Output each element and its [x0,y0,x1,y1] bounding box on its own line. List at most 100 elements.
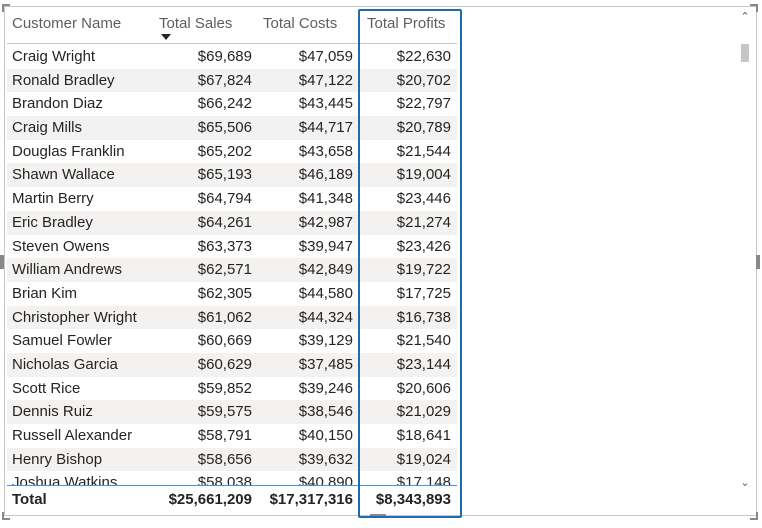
total-costs-cell: $39,129 [298,332,353,350]
table-row[interactable]: Russell Alexander $58,791 $40,150 $18,641 [7,424,457,448]
column-header-customer-name[interactable]: Customer Name [12,15,122,32]
total-sales-cell: $60,669 [197,332,252,350]
resize-handle-right[interactable] [756,255,760,269]
table-row[interactable]: William Andrews $62,571 $42,849 $19,722 [7,258,457,282]
scrollbar-thumb[interactable] [741,44,749,62]
total-sales-cell: $69,689 [197,48,252,65]
total-costs-cell: $42,849 [298,261,353,279]
customer-name-cell: Martin Berry [12,190,94,208]
total-profits-cell: $20,606 [396,379,451,397]
table-row[interactable]: Eric Bradley $64,261 $42,987 $21,274 [7,210,457,235]
total-costs-cell: $47,059 [298,48,353,65]
total-costs-cell: $44,324 [298,308,353,326]
column-header-total-costs[interactable]: Total Costs [263,15,338,32]
total-costs-cell: $39,632 [298,450,353,468]
table-row[interactable]: Martin Berry $64,794 $41,348 $23,446 [7,187,457,211]
total-sales-value: $25,661,209 [168,491,252,508]
table-row[interactable]: Ronald Bradley $67,824 $47,122 $20,702 [7,68,457,93]
table-row[interactable]: Scott Rice $59,852 $39,246 $20,606 [7,377,457,401]
total-profits-cell: $19,024 [396,450,451,468]
total-sales-cell: $65,202 [197,142,252,160]
resize-handle-left[interactable] [0,255,4,269]
table-row[interactable]: Samuel Fowler $60,669 $39,129 $21,540 [7,329,457,353]
total-sales-cell: $58,791 [197,427,252,444]
customer-name-cell: William Andrews [12,261,123,279]
total-profits-cell: $17,725 [396,284,451,302]
total-profits-cell: $22,797 [396,95,451,113]
total-profits-cell: $22,630 [396,48,451,65]
customer-name-cell: Brian Kim [12,284,78,302]
total-sales-cell: $58,038 [197,474,252,485]
total-sales-cell: $64,794 [197,190,252,208]
chevron-up-icon[interactable]: ⌃ [740,11,750,23]
table-row[interactable]: Nicholas Garcia $60,629 $37,485 $23,144 [7,352,457,377]
total-sales-cell: $65,506 [197,119,252,137]
resize-corner-bottom-right[interactable] [750,512,758,520]
customer-name-cell: Steven Owens [12,237,110,255]
table-row[interactable]: Henry Bishop $58,656 $39,632 $19,024 [7,447,457,472]
column-header-total-profits[interactable]: Total Profits [367,15,446,32]
total-profits-cell: $18,641 [396,427,451,444]
table-row[interactable]: Shawn Wallace $65,193 $46,189 $19,004 [7,163,457,188]
table-row[interactable]: Christopher Wright $61,062 $44,324 $16,738 [7,305,457,330]
customer-name-cell: Nicholas Garcia [12,355,118,373]
resize-corner-bottom-left[interactable] [2,512,10,520]
data-table: Customer Name Total Sales Total Costs To… [7,9,457,514]
table-row[interactable]: Brandon Diaz $66,242 $43,445 $22,797 [7,92,457,116]
table-row[interactable]: Joshua Watkins $58,038 $40,890 $17,148 [7,471,457,485]
total-sales-cell: $63,373 [197,237,252,255]
customer-name-cell: Brandon Diaz [12,95,103,113]
table-row[interactable]: Craig Mills $65,506 $44,717 $20,789 [7,116,457,140]
total-sales-cell: $58,656 [197,450,252,468]
column-header-total-sales[interactable]: Total Sales [159,15,233,32]
total-costs-cell: $44,717 [298,119,353,137]
vertical-scrollbar[interactable]: ⌃ ⌄ [738,10,752,495]
total-costs-cell: $39,947 [298,237,353,255]
total-profits-cell: $20,702 [396,71,451,89]
customer-name-cell: Douglas Franklin [12,142,125,160]
total-costs-cell: $47,122 [298,71,353,89]
table-row[interactable]: Craig Wright $69,689 $47,059 $22,630 [7,45,457,69]
total-profits-cell: $21,540 [396,332,451,350]
total-sales-cell: $59,852 [197,379,252,397]
table-row[interactable]: Douglas Franklin $65,202 $43,658 $21,544 [7,140,457,164]
total-sales-cell: $62,305 [197,284,252,302]
table-row[interactable]: Steven Owens $63,373 $39,947 $23,426 [7,235,457,259]
total-profits-value: $8,343,893 [375,491,451,508]
total-sales-cell: $64,261 [197,213,252,231]
total-costs-cell: $42,987 [298,213,353,231]
total-costs-cell: $43,445 [298,95,353,113]
customer-name-cell: Christopher Wright [12,308,137,326]
customer-name-cell: Shawn Wallace [12,166,115,184]
total-profits-cell: $21,029 [396,403,451,421]
total-costs-cell: $39,246 [298,379,353,397]
customer-name-cell: Joshua Watkins [12,474,118,485]
total-costs-cell: $44,580 [298,284,353,302]
customer-name-cell: Dennis Ruiz [12,403,93,421]
total-costs-value: $17,317,316 [269,491,353,508]
resize-corner-top-left[interactable] [2,4,10,12]
total-sales-cell: $62,571 [197,261,252,279]
customer-name-cell: Samuel Fowler [12,332,113,350]
table-body: Craig Wright $69,689 $47,059 $22,630 Ronald … [7,45,457,485]
customer-name-cell: Eric Bradley [12,213,93,231]
sort-descending-icon[interactable] [161,34,171,40]
total-profits-cell: $20,789 [396,119,451,137]
chevron-down-icon[interactable]: ⌄ [740,477,750,489]
total-profits-cell: $23,144 [396,355,451,373]
total-costs-cell: $43,658 [298,142,353,160]
resize-corner-top-right[interactable] [750,4,758,12]
table-row[interactable]: Dennis Ruiz $59,575 $38,546 $21,029 [7,400,457,424]
total-sales-cell: $59,575 [197,403,252,421]
total-costs-cell: $46,189 [298,166,353,184]
total-costs-cell: $37,485 [298,355,353,373]
customer-name-cell: Henry Bishop [12,450,103,468]
total-sales-cell: $61,062 [197,308,252,326]
total-profits-cell: $17,148 [396,474,451,485]
total-costs-cell: $40,150 [298,427,353,444]
total-label: Total [12,491,47,508]
total-profits-cell: $21,274 [396,213,451,231]
total-profits-cell: $21,544 [396,142,451,160]
table-row[interactable]: Brian Kim $62,305 $44,580 $17,725 [7,282,457,306]
resize-handle-bottom[interactable] [370,514,386,518]
